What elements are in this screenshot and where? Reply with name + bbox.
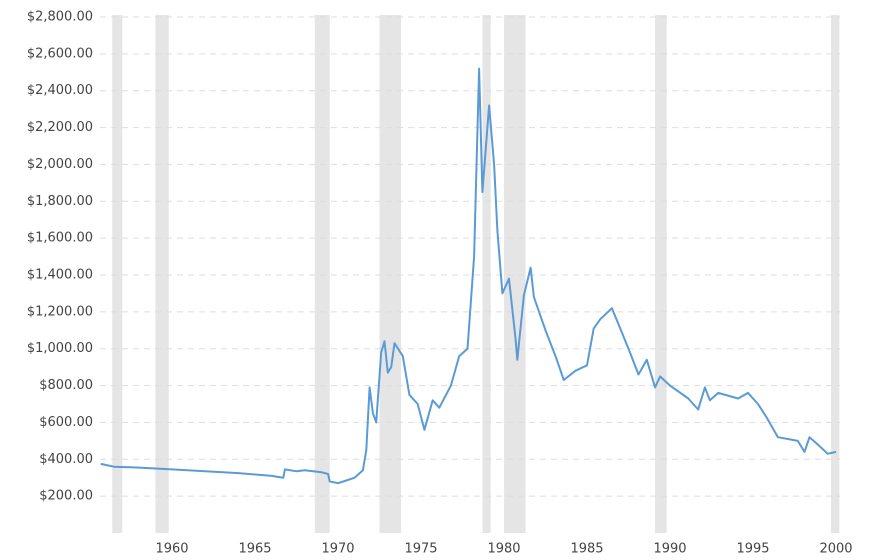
y-tick-label: $600.00	[39, 415, 93, 430]
recession-band	[314, 15, 330, 533]
x-tick-label: 1965	[238, 542, 271, 557]
recession-band	[112, 15, 123, 533]
recession-band	[655, 15, 667, 533]
recession-band	[379, 15, 402, 533]
y-tick-label: $2,600.00	[27, 46, 93, 61]
x-tick-label: 1990	[653, 542, 686, 557]
y-tick-label: $1,400.00	[27, 268, 93, 283]
price-line	[100, 67, 837, 485]
x-tick-label: 2000	[819, 542, 852, 557]
y-tick-label: $1,800.00	[27, 194, 93, 209]
recession-band	[482, 15, 491, 533]
y-tick-label: $2,800.00	[27, 10, 93, 25]
y-tick-label: $1,200.00	[27, 304, 93, 319]
recession-band	[155, 15, 169, 533]
y-tick-label: $800.00	[39, 378, 93, 393]
y-tick-label: $1,000.00	[27, 341, 93, 356]
x-tick-label: 1970	[321, 542, 354, 557]
y-tick-label: $200.00	[39, 489, 93, 504]
x-tick-label: 1980	[487, 542, 520, 557]
y-tick-label: $400.00	[39, 452, 93, 467]
y-tick-label: $1,600.00	[27, 231, 93, 246]
x-tick-label: 1960	[155, 542, 188, 557]
y-tick-label: $2,200.00	[27, 120, 93, 135]
x-tick-label: 1995	[736, 542, 769, 557]
y-tick-label: $2,400.00	[27, 83, 93, 98]
y-tick-label: $2,000.00	[27, 157, 93, 172]
recession-band	[504, 15, 526, 533]
x-tick-label: 1975	[404, 542, 437, 557]
recession-band	[831, 15, 840, 533]
x-tick-label: 1985	[570, 542, 603, 557]
